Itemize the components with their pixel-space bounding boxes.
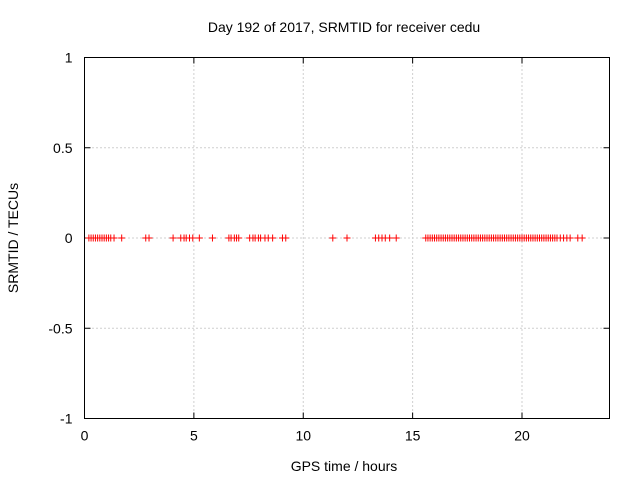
x-tick-label: 10	[295, 428, 311, 444]
data-point	[235, 234, 243, 242]
data-point	[269, 234, 277, 242]
x-tick-labels: 0 5 10 15 20	[81, 428, 530, 444]
data-point	[145, 234, 153, 242]
x-tick-label: 5	[190, 428, 198, 444]
y-tick-label: 0	[65, 230, 73, 246]
data-point	[282, 234, 290, 242]
data-point	[329, 234, 337, 242]
data-points	[85, 234, 586, 242]
data-point	[392, 234, 400, 242]
data-point	[578, 234, 586, 242]
y-tick-label: -1	[60, 411, 73, 427]
chart-title: Day 192 of 2017, SRMTID for receiver ced…	[208, 19, 480, 35]
data-point	[343, 234, 351, 242]
data-point	[118, 234, 126, 242]
data-point	[566, 234, 574, 242]
data-point	[169, 234, 177, 242]
x-axis-label: GPS time / hours	[291, 458, 398, 474]
y-tick-labels: -1 -0.5 0 0.5 1	[48, 50, 72, 427]
data-point	[195, 234, 203, 242]
data-point	[189, 234, 197, 242]
y-axis-label: SRMTID / TECUs	[5, 183, 21, 293]
x-tick-label: 0	[81, 428, 89, 444]
plot-frame	[84, 57, 610, 419]
y-tick-label: 0.5	[53, 140, 73, 156]
data-point	[386, 234, 394, 242]
x-tick-label: 15	[405, 428, 421, 444]
x-tick-label: 20	[514, 428, 530, 444]
data-point	[208, 234, 216, 242]
y-tick-label: 1	[65, 50, 73, 66]
y-tick-label: -0.5	[48, 320, 72, 336]
data-point	[110, 234, 118, 242]
